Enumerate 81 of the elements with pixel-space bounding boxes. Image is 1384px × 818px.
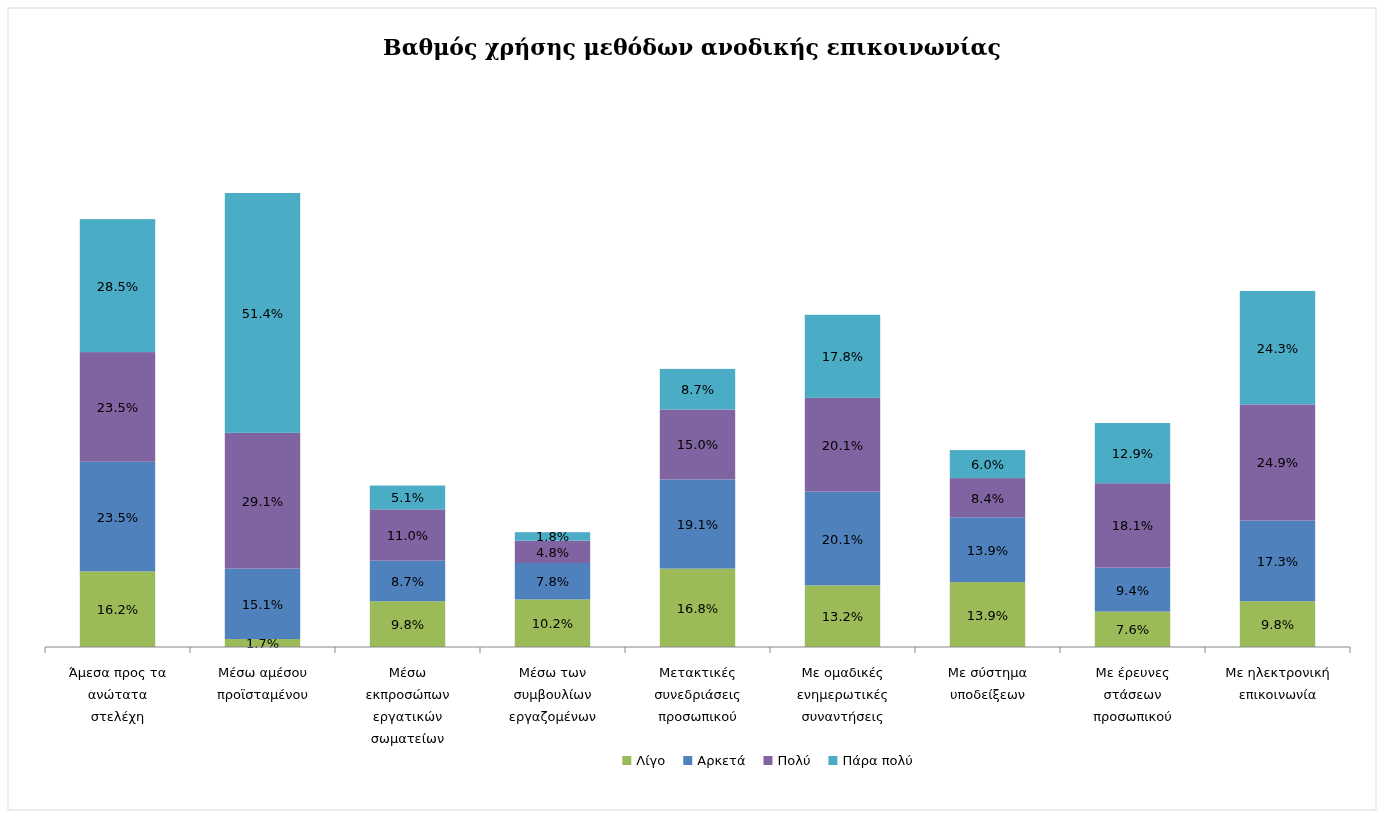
data-label: 7.6% (1115, 622, 1150, 638)
data-label: 18.1% (1111, 518, 1154, 534)
legend-label: Πάρα πολύ (842, 753, 913, 768)
data-label: 15.1% (241, 596, 284, 612)
data-label: 7.8% (535, 574, 570, 590)
data-label: 9.8% (390, 617, 425, 633)
bar (1094, 483, 1171, 568)
x-tick-label: Μέσω εκπροσώπων εργατικών σωματείων (365, 665, 450, 746)
bar (659, 479, 736, 569)
data-label: 9.8% (1260, 617, 1295, 633)
data-label: 16.2% (96, 602, 139, 618)
bar (804, 491, 881, 586)
data-label: 23.5% (96, 399, 139, 415)
bar (224, 192, 301, 433)
x-tick-label: Άμεσα προς τα ανώτατα στελέχη (68, 665, 167, 724)
bar (949, 517, 1026, 583)
bar (79, 219, 156, 353)
bar (514, 599, 591, 647)
bar (224, 568, 301, 640)
bar (79, 461, 156, 572)
x-tick-label: Μέσω αμέσου προϊσταμένου (216, 665, 309, 702)
data-label: 15.0% (676, 437, 719, 453)
data-label: 13.9% (966, 607, 1009, 623)
data-label: 9.4% (1115, 582, 1150, 598)
x-tick-label: Μετακτικές συνεδριάσεις προσωπικού (654, 665, 741, 724)
data-label: 17.3% (1256, 553, 1299, 569)
bar (804, 397, 881, 492)
chart-title: Βαθμός χρήσης μεθόδων ανοδικής επικοινωνίας (383, 34, 1001, 60)
bar (1094, 611, 1171, 647)
data-label: 16.8% (676, 600, 719, 616)
data-label: 10.2% (531, 616, 574, 632)
x-tick-label: Με ομαδικές ενημερωτικές συναντήσεις (796, 665, 889, 724)
legend-label: Πολύ (777, 753, 811, 768)
x-tick-label: Με έρευνες στάσεων προσωπικού (1093, 665, 1172, 724)
bar (949, 450, 1026, 479)
bar (224, 432, 301, 569)
bar (804, 314, 881, 398)
bar (659, 368, 736, 410)
data-label: 1.8% (535, 529, 570, 545)
data-label: 5.1% (390, 490, 425, 506)
data-label: 13.2% (821, 609, 864, 625)
bar (1094, 423, 1171, 484)
data-label: 23.5% (96, 509, 139, 525)
data-label: 13.9% (966, 542, 1009, 558)
data-label: 20.1% (821, 437, 864, 453)
data-label: 24.9% (1256, 455, 1299, 471)
data-label: 6.0% (970, 457, 1005, 473)
bar (1239, 601, 1316, 647)
data-label: 20.1% (821, 531, 864, 547)
data-label: 17.8% (821, 349, 864, 365)
bar (804, 585, 881, 647)
bar (1239, 404, 1316, 521)
bar (949, 478, 1026, 518)
bar (514, 563, 591, 600)
data-label: 4.8% (535, 544, 570, 560)
bar (949, 582, 1026, 647)
bar (369, 560, 446, 602)
x-tick-label: Μέσω των συμβουλίων εργαζομένων (508, 665, 597, 724)
bar (369, 601, 446, 647)
data-label: 8.7% (680, 382, 715, 398)
data-label: 11.0% (386, 528, 429, 544)
bar (1239, 290, 1316, 405)
data-label: 12.9% (1111, 446, 1154, 462)
data-label: 24.3% (1256, 340, 1299, 356)
data-label: 8.4% (970, 490, 1005, 506)
x-tick-label: Με ηλεκτρονική επικοινωνία (1225, 665, 1330, 702)
bar (79, 571, 156, 647)
x-tick-label: Με σύστημα υποδείξεων (947, 665, 1028, 702)
data-label: 8.7% (390, 573, 425, 589)
bar (1239, 520, 1316, 602)
data-label: 28.5% (96, 278, 139, 294)
bar (79, 352, 156, 462)
bar (369, 509, 446, 561)
data-label: 51.4% (241, 305, 284, 321)
data-label: 19.1% (676, 517, 719, 533)
data-label: 29.1% (241, 493, 284, 509)
bar (1094, 567, 1171, 612)
bar (659, 409, 736, 480)
bar (659, 568, 736, 647)
legend-label: Αρκετά (697, 753, 746, 768)
legend-label: Λίγο (636, 753, 666, 768)
